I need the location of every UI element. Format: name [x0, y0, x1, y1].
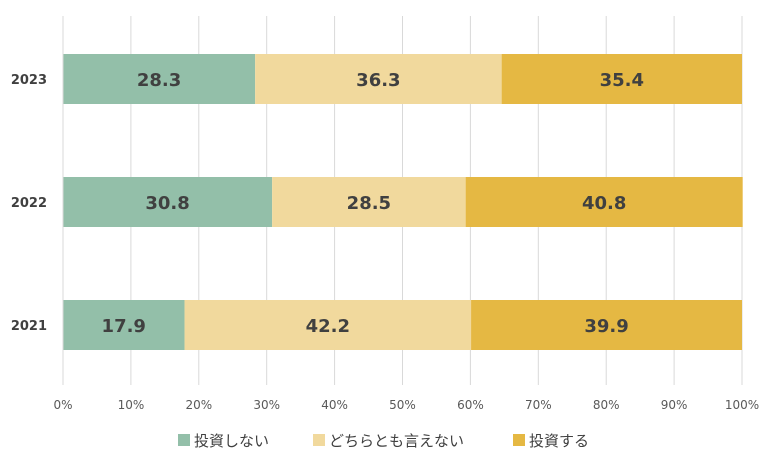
- x-tick-label-2: 20%: [185, 398, 212, 412]
- data-label-2021-series-2: 39.9: [584, 316, 628, 337]
- data-label-2023-series-0: 28.3: [137, 70, 181, 91]
- x-tick-label-0: 0%: [53, 398, 72, 412]
- x-tick-label-9: 90%: [661, 398, 688, 412]
- bar-2023-series-2: [501, 54, 742, 104]
- bar-2022-series-1: [272, 177, 466, 227]
- x-tick-label-4: 40%: [321, 398, 348, 412]
- x-tick-label-7: 70%: [525, 398, 552, 412]
- legend-label-0: 投資しない: [194, 432, 269, 450]
- data-label-2022-series-0: 30.8: [145, 193, 189, 214]
- x-tick-label-5: 50%: [389, 398, 416, 412]
- legend-label-2: 投資する: [529, 432, 589, 450]
- data-label-2021-series-0: 17.9: [102, 316, 146, 337]
- x-tick-label-3: 30%: [253, 398, 280, 412]
- data-label-2021-series-1: 42.2: [306, 316, 350, 337]
- legend-swatch-2: [513, 434, 525, 446]
- legend-swatch-1: [313, 434, 325, 446]
- x-tick-label-6: 60%: [457, 398, 484, 412]
- bar-2021-series-0: [63, 300, 185, 350]
- bar-2022-series-2: [465, 177, 743, 227]
- bar-2022-series-0: [63, 177, 273, 227]
- bar-2021-series-2: [471, 300, 742, 350]
- data-label-2022-series-1: 28.5: [347, 193, 391, 214]
- y-category-label-2023: 2023: [11, 73, 47, 88]
- bar-2023-series-1: [255, 54, 502, 104]
- y-category-label-2021: 2021: [11, 319, 47, 334]
- bar-2023-series-0: [63, 54, 256, 104]
- legend-swatch-0: [178, 434, 190, 446]
- x-tick-label-8: 80%: [593, 398, 620, 412]
- data-label-2022-series-2: 40.8: [582, 193, 626, 214]
- bar-2021-series-1: [184, 300, 472, 350]
- data-label-2023-series-2: 35.4: [600, 70, 644, 91]
- y-category-label-2022: 2022: [11, 196, 47, 211]
- data-label-2023-series-1: 36.3: [356, 70, 400, 91]
- x-tick-label-1: 10%: [118, 398, 145, 412]
- x-tick-label-10: 100%: [725, 398, 759, 412]
- legend-label-1: どちらとも言えない: [329, 432, 464, 450]
